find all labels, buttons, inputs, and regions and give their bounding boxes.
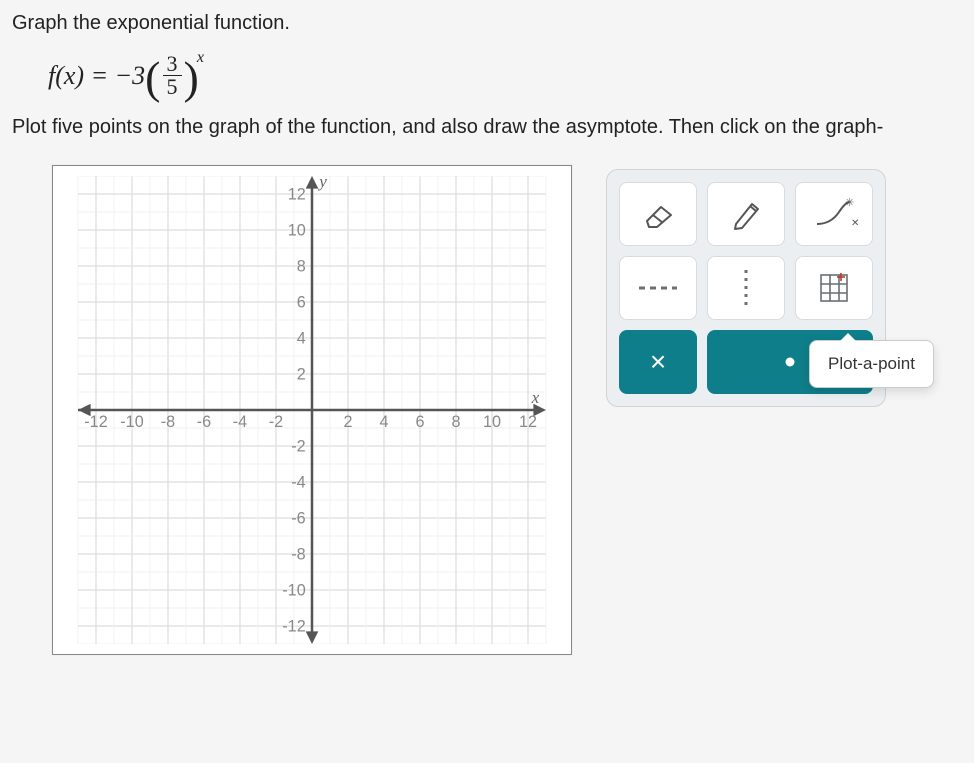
- svg-text:2: 2: [343, 413, 352, 431]
- svg-text:-6: -6: [197, 413, 211, 431]
- svg-text:4: 4: [379, 413, 388, 431]
- svg-text:-4: -4: [291, 473, 305, 491]
- pencil-icon: [726, 194, 766, 234]
- svg-text:-4: -4: [233, 413, 247, 431]
- svg-text:6: 6: [297, 293, 306, 311]
- close-icon: ×: [650, 348, 666, 376]
- fraction-denominator: 5: [163, 76, 182, 98]
- svg-text:✕: ✕: [851, 218, 859, 229]
- svg-text:-8: -8: [161, 413, 175, 431]
- svg-text:2: 2: [297, 365, 306, 383]
- svg-text:10: 10: [483, 413, 501, 431]
- pencil-button[interactable]: [707, 182, 785, 246]
- svg-text:-8: -8: [291, 545, 305, 563]
- plot-svg: -12 -10 -8 -6 -4 -2 2 4 6 8 10 12 -12 -10 -8 -6 -4 -2 2 4 6 8…: [63, 176, 561, 644]
- svg-text:y: y: [317, 176, 327, 191]
- svg-text:12: 12: [519, 413, 537, 431]
- instruction-1: Graph the exponential function.: [12, 12, 974, 35]
- work-area: -12 -10 -8 -6 -4 -2 2 4 6 8 10 12 -12 -10 -8 -6 -4 -2 2 4 6 8…: [12, 165, 974, 655]
- eraser-button[interactable]: [619, 182, 697, 246]
- fraction-numerator: 3: [163, 53, 182, 76]
- svg-text:-2: -2: [269, 413, 283, 431]
- formula-exponent: x: [197, 49, 204, 67]
- eraser-icon: [637, 199, 679, 229]
- svg-text:12: 12: [288, 185, 306, 203]
- dotted-vline-button[interactable]: [707, 256, 785, 320]
- grid-region-icon: [815, 269, 853, 307]
- dotted-line-vertical-icon: [736, 266, 756, 310]
- point-icon: [770, 342, 810, 382]
- svg-text:-12: -12: [282, 617, 305, 635]
- svg-text:10: 10: [288, 221, 306, 239]
- coordinate-grid[interactable]: -12 -10 -8 -6 -4 -2 2 4 6 8 10 12 -12 -10 -8 -6 -4 -2 2 4 6 8…: [52, 165, 572, 655]
- svg-text:4: 4: [297, 329, 306, 347]
- formula-lhs: f(x) = −3: [48, 61, 145, 91]
- svg-text:-2: -2: [291, 437, 305, 455]
- grid-region-button[interactable]: [795, 256, 873, 320]
- left-paren: (: [145, 57, 160, 98]
- svg-text:8: 8: [451, 413, 460, 431]
- instruction-2: Plot five points on the graph of the fun…: [12, 116, 974, 139]
- axis-labels: y x: [317, 176, 539, 407]
- svg-text:6: 6: [415, 413, 424, 431]
- dashed-hline-button[interactable]: [619, 256, 697, 320]
- svg-text:x: x: [531, 388, 540, 407]
- svg-text:✳: ✳: [845, 197, 854, 209]
- plot-a-point-tooltip: Plot-a-point: [809, 340, 934, 388]
- curve-button[interactable]: ✳ ✕: [795, 182, 873, 246]
- svg-text:8: 8: [297, 257, 306, 275]
- svg-text:-10: -10: [282, 581, 305, 599]
- drawing-toolbox: ✳ ✕: [606, 169, 886, 407]
- svg-text:-10: -10: [120, 413, 143, 431]
- dashed-line-icon: [633, 278, 683, 298]
- fraction: 3 5: [163, 53, 182, 98]
- axes: [78, 176, 546, 644]
- function-formula: f(x) = −3 ( 3 5 ) x: [48, 53, 974, 98]
- curve-icon: ✳ ✕: [809, 194, 859, 234]
- svg-text:-12: -12: [84, 413, 107, 431]
- close-button[interactable]: ×: [619, 330, 697, 394]
- svg-text:-6: -6: [291, 509, 305, 527]
